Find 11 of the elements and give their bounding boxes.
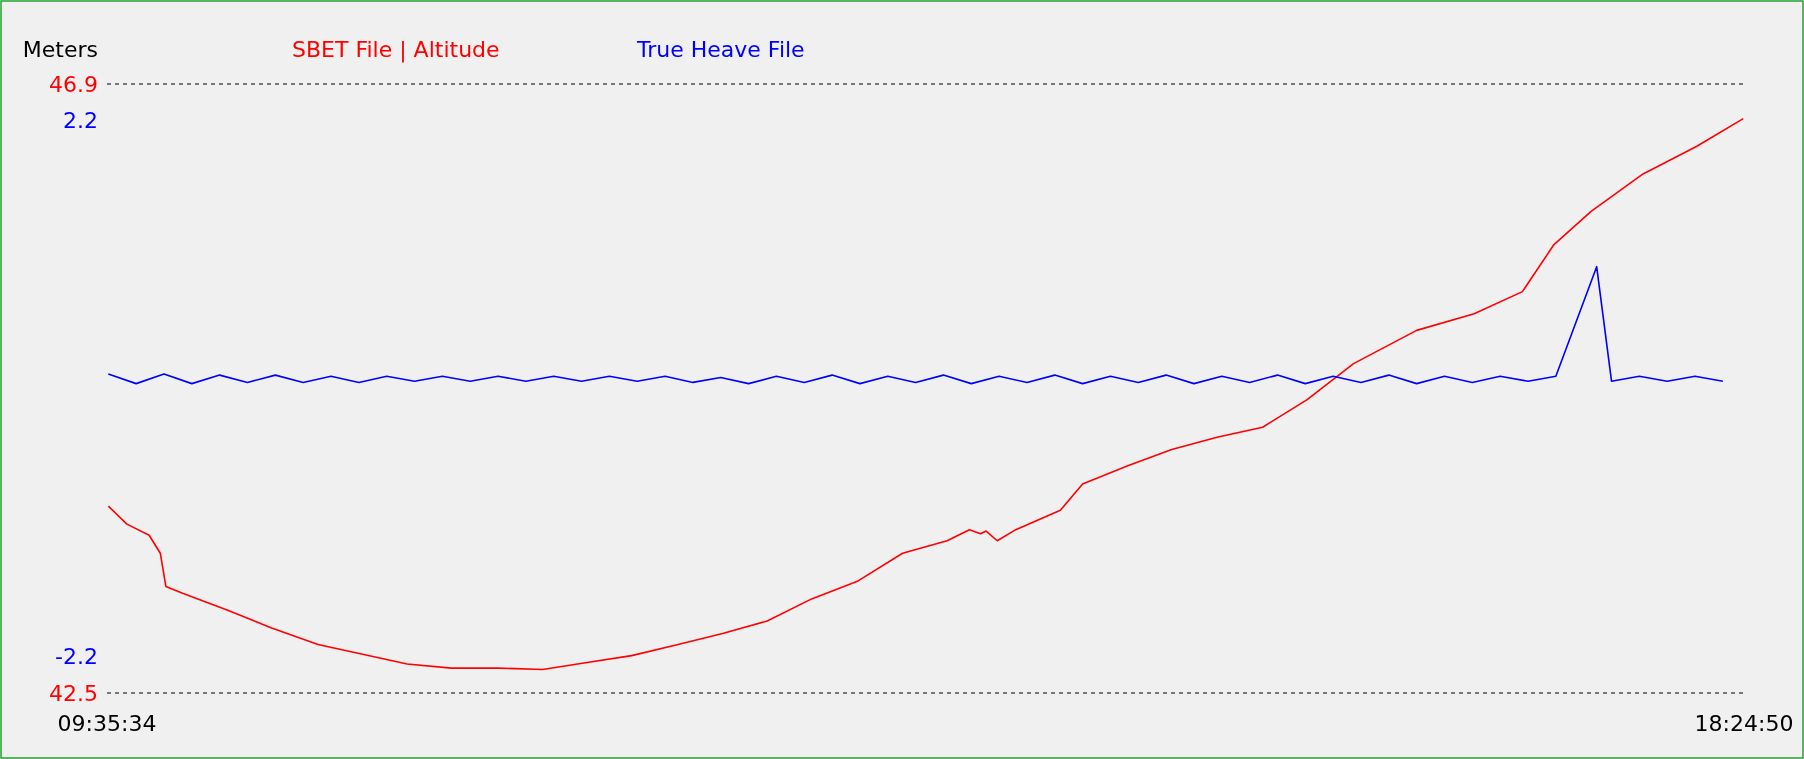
line-series (107, 117, 1745, 671)
line-series (107, 265, 1724, 385)
y-tick-label: 42.5 (49, 680, 98, 706)
text: True Heave File (636, 37, 805, 62)
x-tick-label: 09:35:34 (57, 711, 157, 736)
y2-tick-label: -2.2 (55, 644, 98, 670)
x-tick-label: 18:24:50 (1694, 711, 1794, 736)
text: SBET File | Altitude (292, 37, 500, 63)
y-axis-title: Meters (22, 37, 98, 62)
y2-tick-label: 2.2 (63, 108, 98, 134)
y-tick-label: 46.9 (49, 71, 98, 97)
